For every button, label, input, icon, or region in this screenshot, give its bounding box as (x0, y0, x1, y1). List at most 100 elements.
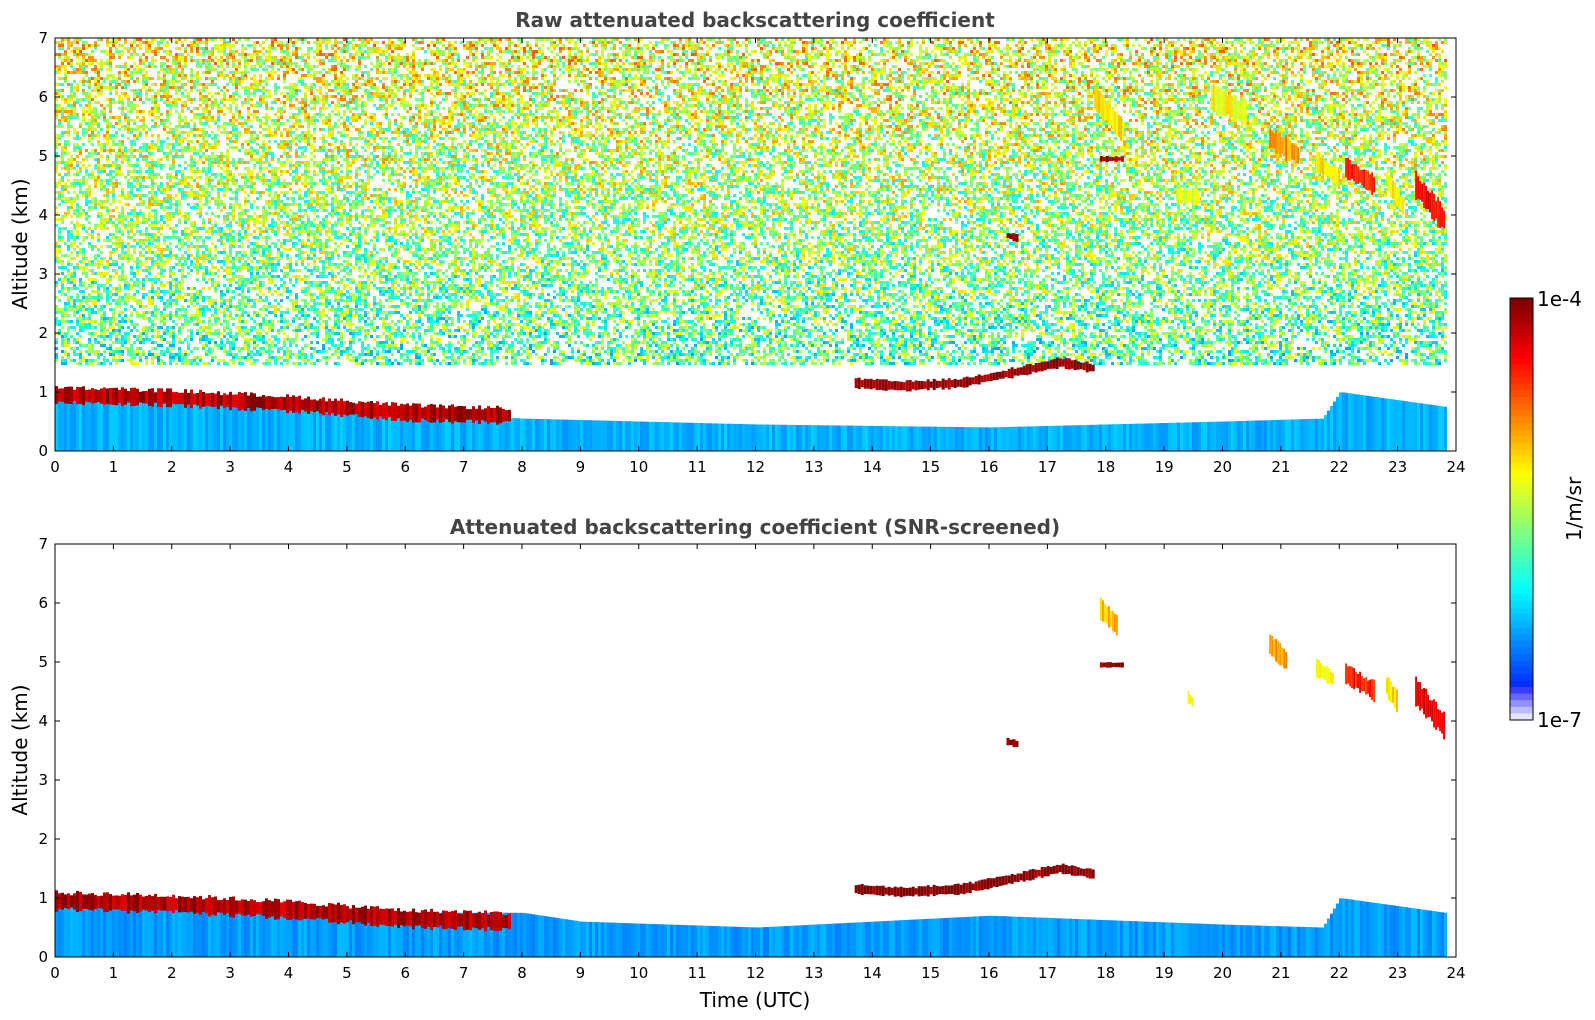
screened-panel-title: Attenuated backscattering coefficient (S… (450, 515, 1060, 539)
colorbar-segment (1510, 311, 1533, 318)
colorbar-segment (1510, 331, 1533, 338)
x-tick-label: 17 (1038, 964, 1057, 982)
colorbar-segment (1510, 588, 1533, 595)
colorbar-segment (1510, 674, 1533, 681)
colorbar-segment (1510, 555, 1533, 562)
x-tick-label: 14 (863, 964, 882, 982)
x-tick-label: 24 (1446, 458, 1465, 476)
colorbar-segment (1510, 357, 1533, 364)
x-tick-label: 10 (629, 964, 648, 982)
colorbar-segment (1510, 338, 1533, 345)
x-tick-label: 17 (1038, 458, 1057, 476)
colorbar-segment (1510, 397, 1533, 404)
colorbar-gradient (1510, 298, 1533, 721)
colorbar-segment (1510, 549, 1533, 556)
figure: Raw attenuated backscattering coefficien… (0, 0, 1595, 1020)
x-tick-label: 1 (109, 458, 119, 476)
colorbar-segment (1510, 628, 1533, 635)
x-tick-label: 13 (804, 458, 823, 476)
x-tick-label: 9 (576, 458, 586, 476)
colorbar-segment (1510, 476, 1533, 483)
colorbar-segment (1510, 667, 1533, 674)
x-tick-label: 8 (517, 964, 527, 982)
colorbar-segment (1510, 404, 1533, 411)
colorbar-segment (1510, 469, 1533, 476)
x-tick-label: 19 (1155, 458, 1174, 476)
colorbar-segment (1510, 582, 1533, 589)
colorbar-segment (1510, 535, 1533, 542)
x-tick-label: 23 (1388, 458, 1407, 476)
colorbar-segment (1510, 324, 1533, 331)
y-tick-label: 4 (38, 206, 48, 224)
y-tick-label: 5 (38, 147, 48, 165)
feature-noise (55, 38, 1447, 365)
y-tick-label: 2 (38, 830, 48, 848)
feature-cloud (1007, 738, 1019, 747)
raw-heatmap (55, 38, 1447, 451)
colorbar-segment (1510, 661, 1533, 668)
colorbar-segment (1510, 687, 1533, 694)
feature-cirrus (1386, 677, 1398, 712)
x-tick-label: 0 (50, 458, 60, 476)
colorbar-segment (1510, 529, 1533, 536)
x-tick-label: 6 (400, 458, 410, 476)
feature-cirrus (1316, 659, 1334, 685)
colorbar-segment (1510, 522, 1533, 529)
y-tick-label: 1 (38, 383, 48, 401)
x-tick-label: 5 (342, 458, 352, 476)
colorbar-segment (1510, 647, 1533, 654)
x-tick-label: 23 (1388, 964, 1407, 982)
x-tick-label: 7 (459, 964, 469, 982)
colorbar-segment (1510, 621, 1533, 628)
colorbar-segment (1510, 450, 1533, 457)
y-tick-label: 0 (38, 948, 48, 966)
colorbar-segment (1510, 694, 1533, 701)
x-tick-label: 0 (50, 964, 60, 982)
x-tick-label: 15 (921, 458, 940, 476)
y-tick-label: 5 (38, 653, 48, 671)
feature-cirrus (1269, 635, 1287, 669)
x-tick-label: 12 (746, 964, 765, 982)
colorbar-segment (1510, 430, 1533, 437)
x-tick-label: 13 (804, 964, 823, 982)
colorbar-segment (1510, 443, 1533, 450)
feature-cloud (855, 864, 1095, 898)
colorbar-segment (1510, 700, 1533, 707)
colorbar-segment (1510, 707, 1533, 714)
x-tick-label: 10 (629, 458, 648, 476)
x-tick-label: 21 (1271, 458, 1290, 476)
colorbar-segment (1510, 634, 1533, 641)
colorbar-segment (1510, 390, 1533, 397)
raw-panel-title: Raw attenuated backscattering coefficien… (515, 8, 995, 32)
x-tick-label: 16 (979, 458, 998, 476)
x-tick-label: 8 (517, 458, 527, 476)
screened-plot-frame (55, 544, 1456, 957)
x-tick-label: 16 (979, 964, 998, 982)
colorbar-segment (1510, 364, 1533, 371)
colorbar-unit-label: 1/m/sr (1562, 476, 1586, 541)
colorbar-segment (1510, 502, 1533, 509)
screened-backscatter-panel: Attenuated backscattering coefficient (S… (8, 515, 1466, 1012)
y-tick-label: 6 (38, 88, 48, 106)
colorbar-segment (1510, 417, 1533, 424)
colorbar-segment (1510, 509, 1533, 516)
colorbar-top-label: 1e-4 (1537, 287, 1582, 311)
screened-heatmap (55, 598, 1447, 958)
feature-cirrus (1188, 691, 1194, 706)
y-tick-label: 6 (38, 594, 48, 612)
y-tick-label: 1 (38, 889, 48, 907)
colorbar-segment (1510, 680, 1533, 687)
x-tick-label: 2 (167, 458, 177, 476)
x-tick-label: 3 (225, 458, 235, 476)
x-tick-label: 15 (921, 964, 940, 982)
colorbar-segment (1510, 489, 1533, 496)
y-tick-label: 7 (38, 535, 48, 553)
colorbar-segment (1510, 456, 1533, 463)
x-tick-label: 2 (167, 964, 177, 982)
colorbar-segment (1510, 371, 1533, 378)
x-tick-label: 11 (688, 964, 707, 982)
x-tick-label: 18 (1096, 964, 1115, 982)
x-tick-label: 21 (1271, 964, 1290, 982)
colorbar-segment (1510, 377, 1533, 384)
raw-backscatter-panel: Raw attenuated backscattering coefficien… (8, 8, 1466, 476)
